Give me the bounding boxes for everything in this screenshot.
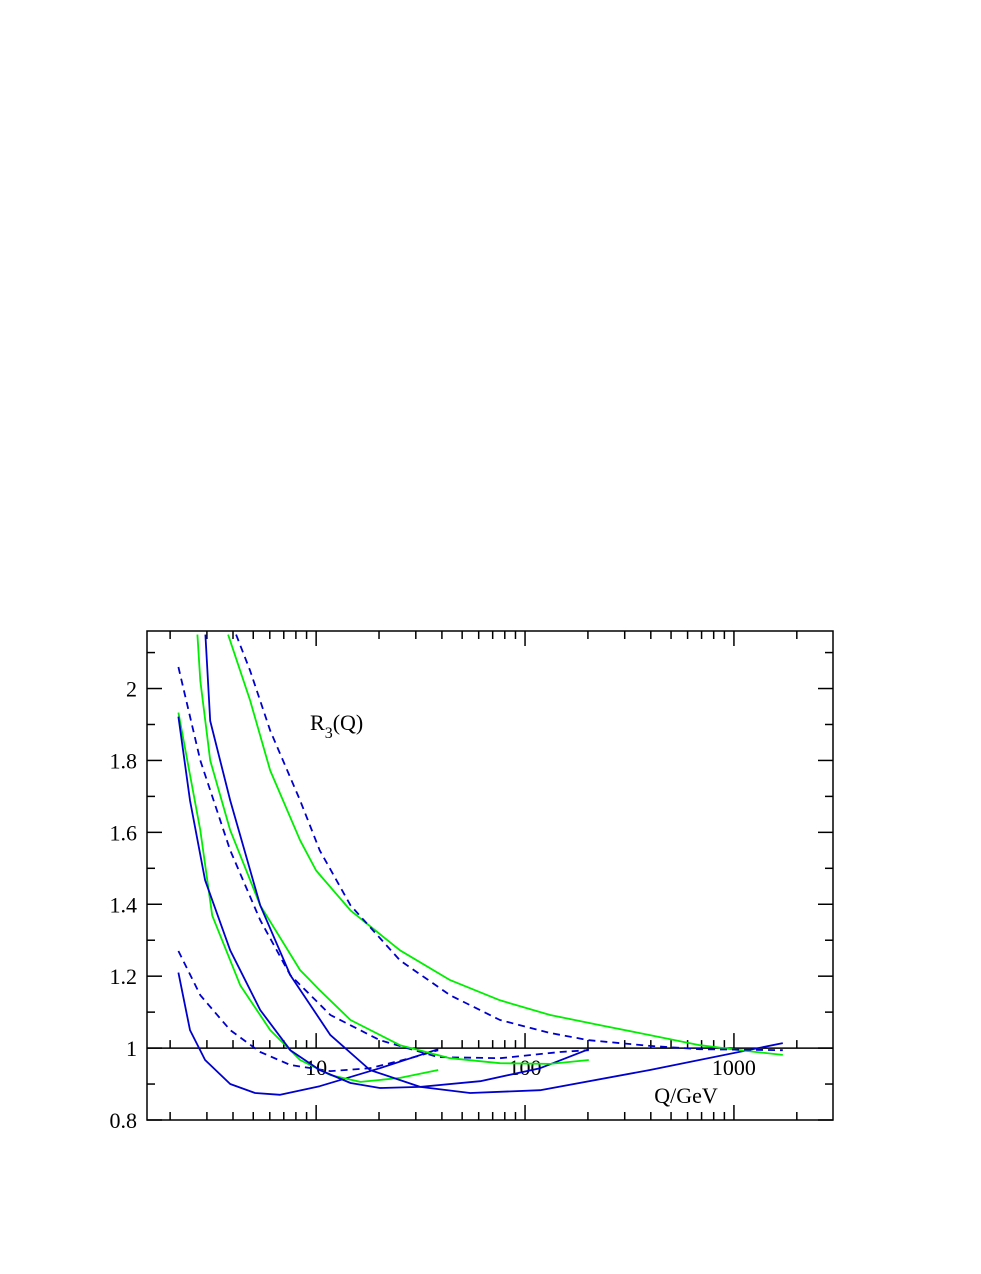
annotation-suffix: (Q) xyxy=(333,710,364,735)
annotation-subscript: 3 xyxy=(325,725,333,742)
curve xyxy=(177,712,439,1083)
y-tick-label: 0.8 xyxy=(110,1108,138,1133)
curve xyxy=(177,972,439,1096)
annotation-base: R xyxy=(310,710,325,735)
y-tick-label: 1 xyxy=(126,1036,137,1061)
curve xyxy=(227,634,783,1056)
y-tick-label: 2 xyxy=(126,677,137,702)
plot-frame xyxy=(146,630,834,1121)
curve xyxy=(177,716,590,1089)
x-axis-label: Q/GeV xyxy=(654,1083,718,1108)
x-tick-label: 1000 xyxy=(712,1055,756,1080)
x-tick-label: 100 xyxy=(509,1055,542,1080)
curve xyxy=(177,950,439,1072)
curve xyxy=(204,634,783,1094)
curve xyxy=(196,634,589,1065)
curve xyxy=(235,634,783,1052)
y-tick-label: 1.2 xyxy=(110,964,138,989)
curve xyxy=(177,666,589,1060)
y-tick-label: 1.6 xyxy=(110,820,138,845)
annotation: R3(Q) xyxy=(310,710,363,742)
y-tick-label: 1.8 xyxy=(110,748,138,773)
curves xyxy=(177,634,783,1096)
y-tick-label: 1.4 xyxy=(110,892,138,917)
